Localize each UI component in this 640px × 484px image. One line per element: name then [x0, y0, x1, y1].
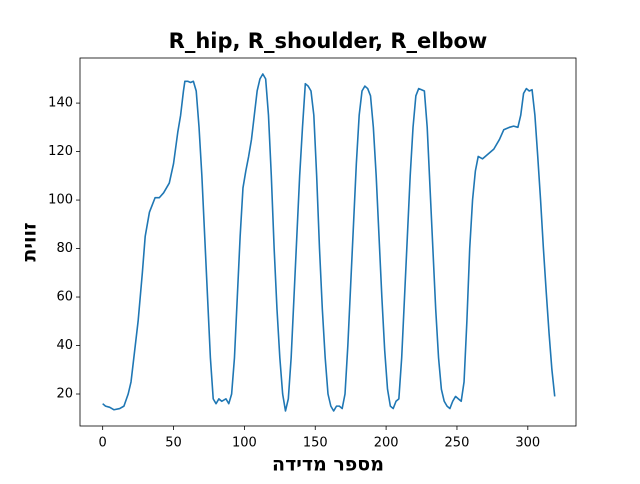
- plot-frame: [79, 57, 577, 427]
- y-tick-label: 40: [56, 338, 73, 353]
- x-tick-label: 200: [374, 436, 399, 451]
- y-tick-label: 60: [56, 290, 73, 305]
- x-axis-label: מספר מדידה: [272, 454, 384, 476]
- y-tick-label: 100: [48, 193, 73, 208]
- y-tick-label: 120: [48, 144, 73, 159]
- y-tick-label: 80: [56, 241, 73, 256]
- x-tick-label: 100: [232, 436, 257, 451]
- x-tick-label: 0: [99, 436, 107, 451]
- x-tick-label: 50: [165, 436, 182, 451]
- y-tick-label: 20: [56, 387, 73, 402]
- x-tick-label: 150: [303, 436, 328, 451]
- x-tick-label: 250: [445, 436, 470, 451]
- chart-title: R_hip, R_shoulder, R_elbow: [169, 29, 488, 53]
- x-tick-label: 300: [515, 436, 540, 451]
- y-axis-label: זווית: [19, 222, 41, 261]
- y-tick-label: 140: [48, 96, 73, 111]
- data-line: [102, 73, 556, 412]
